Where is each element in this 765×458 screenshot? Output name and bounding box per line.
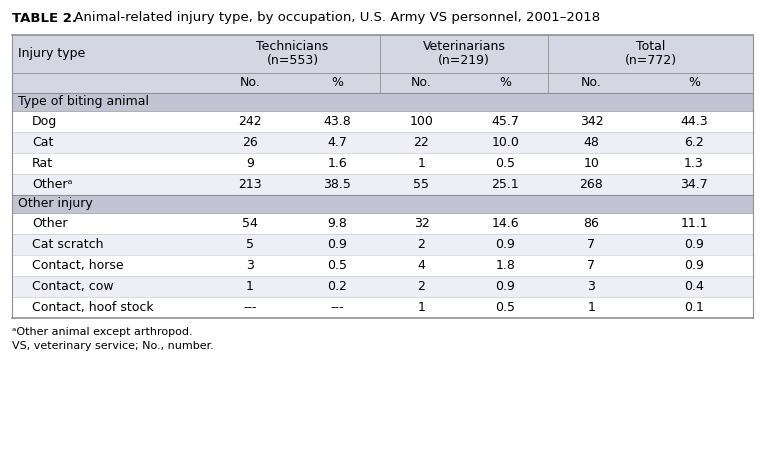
Text: 213: 213 [238,178,262,191]
Text: Contact, horse: Contact, horse [32,259,124,272]
Text: ---: --- [330,301,344,314]
Text: Other: Other [32,217,67,230]
Text: Veterinarians: Veterinarians [422,40,506,53]
Bar [12,276,753,297]
Text: 86: 86 [584,217,600,230]
Text: 6.2: 6.2 [684,136,704,149]
Text: 100: 100 [409,115,434,128]
Text: VS, veterinary service; No., number.: VS, veterinary service; No., number. [12,341,214,351]
Text: %: % [500,76,512,89]
Text: 3: 3 [588,280,595,293]
Text: 10: 10 [584,157,600,170]
Text: 5: 5 [246,238,254,251]
Text: 2: 2 [418,238,425,251]
Text: 342: 342 [580,115,604,128]
Text: Injury type: Injury type [18,48,85,60]
Text: 11.1: 11.1 [680,217,708,230]
Text: 54: 54 [242,217,258,230]
Text: 10.0: 10.0 [492,136,519,149]
Text: 0.9: 0.9 [684,259,704,272]
Text: 1.8: 1.8 [496,259,516,272]
Text: 55: 55 [414,178,429,191]
Text: No.: No. [581,76,602,89]
Text: Type of biting animal: Type of biting animal [18,96,149,109]
Text: Total: Total [636,40,666,53]
Text: Technicians: Technicians [256,40,329,53]
Text: (n=772): (n=772) [624,55,676,67]
Text: 0.5: 0.5 [496,301,516,314]
Text: 0.5: 0.5 [327,259,347,272]
Text: 22: 22 [414,136,429,149]
Text: 45.7: 45.7 [492,115,519,128]
Text: 0.9: 0.9 [496,238,516,251]
Text: 1.6: 1.6 [327,157,347,170]
Text: %: % [331,76,343,89]
Text: 2: 2 [418,280,425,293]
Bar [12,153,753,174]
Bar [12,195,753,213]
Text: ---: --- [243,301,257,314]
Text: 26: 26 [243,136,258,149]
Bar [12,35,753,73]
Text: (n=553): (n=553) [266,55,318,67]
Text: 48: 48 [584,136,600,149]
Text: 32: 32 [414,217,429,230]
Text: 14.6: 14.6 [492,217,519,230]
Bar [12,132,753,153]
Bar [12,174,753,195]
Text: Animal-related injury type, by occupation, U.S. Army VS personnel, 2001–2018: Animal-related injury type, by occupatio… [70,11,600,24]
Text: 1: 1 [418,301,425,314]
Text: 268: 268 [580,178,604,191]
Bar [12,297,753,318]
Text: 9.8: 9.8 [327,217,347,230]
Text: Contact, cow: Contact, cow [32,280,114,293]
Text: TABLE 2.: TABLE 2. [12,11,77,24]
Text: 0.2: 0.2 [327,280,347,293]
Text: No.: No. [239,76,260,89]
Text: 4: 4 [418,259,425,272]
Text: 38.5: 38.5 [324,178,351,191]
Text: 1: 1 [418,157,425,170]
Text: ᵃOther animal except arthropod.: ᵃOther animal except arthropod. [12,327,193,337]
Text: Otherᵃ: Otherᵃ [32,178,73,191]
Text: 1: 1 [246,280,254,293]
Bar [12,93,753,111]
Text: Cat: Cat [32,136,54,149]
Text: 25.1: 25.1 [492,178,519,191]
Text: Other injury: Other injury [18,197,93,211]
Text: 1: 1 [588,301,595,314]
Text: 0.5: 0.5 [496,157,516,170]
Text: 7: 7 [588,259,595,272]
Text: 34.7: 34.7 [680,178,708,191]
Text: Rat: Rat [32,157,53,170]
Bar [12,111,753,132]
Text: 1.3: 1.3 [684,157,704,170]
Text: %: % [688,76,700,89]
Text: No.: No. [411,76,432,89]
Text: 0.1: 0.1 [684,301,704,314]
Text: 0.4: 0.4 [684,280,704,293]
Bar [12,234,753,255]
Text: 7: 7 [588,238,595,251]
Text: (n=219): (n=219) [438,55,490,67]
Text: 3: 3 [246,259,254,272]
Text: 4.7: 4.7 [327,136,347,149]
Text: Contact, hoof stock: Contact, hoof stock [32,301,154,314]
Text: 9: 9 [246,157,254,170]
Text: 44.3: 44.3 [680,115,708,128]
Text: Dog: Dog [32,115,57,128]
Bar [12,213,753,234]
Bar [12,73,753,93]
Text: Cat scratch: Cat scratch [32,238,103,251]
Text: 43.8: 43.8 [324,115,351,128]
Text: 0.9: 0.9 [496,280,516,293]
Text: 242: 242 [238,115,262,128]
Text: 0.9: 0.9 [684,238,704,251]
Text: 0.9: 0.9 [327,238,347,251]
Bar [12,255,753,276]
